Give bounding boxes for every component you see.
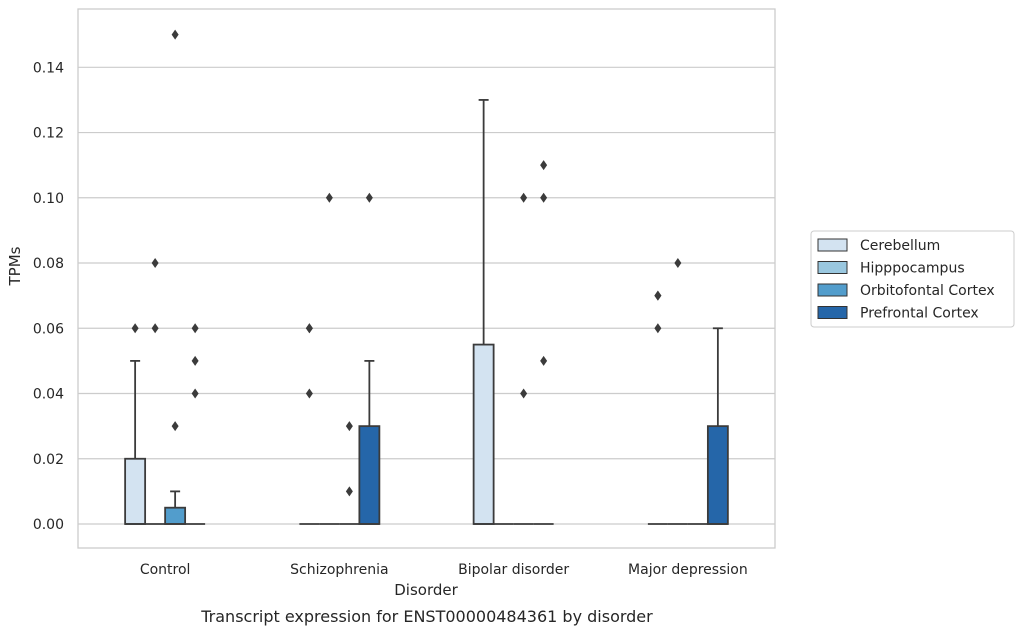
legend-swatch <box>817 238 848 252</box>
box-group <box>299 323 320 525</box>
outlier-point <box>305 323 313 334</box>
box <box>706 425 729 525</box>
box <box>358 425 381 525</box>
outlier-point <box>171 29 179 40</box>
x-tick-label: Control <box>140 562 191 578</box>
legend-label: Orbitofontal Cortex <box>860 283 995 299</box>
legend-swatch <box>817 306 848 319</box>
outlier-point <box>345 486 353 497</box>
box-group <box>706 327 729 525</box>
outlier-point <box>191 388 199 399</box>
plot-frame <box>77 8 776 549</box>
box-group <box>185 323 206 525</box>
y-tick-label: 0.14 <box>33 60 64 76</box>
box-layer <box>124 29 729 525</box>
outlier-point <box>171 421 179 432</box>
legend: Cerebellum Hipppocampus Orbitofontal Corte… <box>810 230 1015 328</box>
box-group <box>358 192 381 525</box>
box-group <box>647 290 668 525</box>
box-group <box>513 192 534 525</box>
outlier-point <box>151 323 159 334</box>
box <box>164 506 187 525</box>
x-axis-label: Disorder <box>394 581 458 599</box>
x-tick-label: Schizophrenia <box>290 562 388 578</box>
legend-label: Hipppocampus <box>860 261 965 277</box>
legend-label: Prefrontal Cortex <box>860 306 979 322</box>
box-group <box>339 421 360 525</box>
outlier-point <box>540 160 548 171</box>
outlier-point <box>345 421 353 432</box>
box-group <box>319 192 340 525</box>
outlier-point <box>191 323 199 334</box>
outlier-point <box>520 192 528 203</box>
gridlines <box>78 66 775 525</box>
y-tick-labels: 0.00 0.02 0.04 0.06 0.08 0.10 0.12 0.14 <box>33 60 64 533</box>
y-tick-label: 0.04 <box>33 387 64 403</box>
x-tick-labels: Control Schizophrenia Bipolar disorder Majo… <box>140 562 748 578</box>
outlier-point <box>305 388 313 399</box>
box-group <box>667 258 688 525</box>
box-group <box>145 258 166 525</box>
legend-swatch <box>817 283 848 297</box>
chart-caption: Transcript expression for ENST0000048436… <box>200 607 653 626</box>
box-group <box>124 323 147 525</box>
box-group <box>472 99 495 525</box>
outlier-point <box>151 258 159 269</box>
legend-swatch <box>817 261 848 274</box>
x-tick-label: Bipolar disorder <box>458 562 569 578</box>
outlier-point <box>654 290 662 301</box>
legend-frame <box>810 230 1015 328</box>
y-tick-label: 0.12 <box>33 126 64 142</box>
y-tick-label: 0.08 <box>33 256 64 272</box>
y-tick-label: 0.00 <box>33 517 64 533</box>
outlier-point <box>674 258 682 269</box>
box <box>472 343 495 525</box>
outlier-point <box>131 323 139 334</box>
x-tick-label: Major depression <box>628 562 748 578</box>
box-group <box>533 160 554 525</box>
y-tick-label: 0.10 <box>33 191 64 207</box>
outlier-point <box>520 388 528 399</box>
legend-label: Cerebellum <box>860 238 940 254</box>
outlier-point <box>654 323 662 334</box>
outlier-point <box>191 355 199 366</box>
box <box>124 457 147 525</box>
outlier-point <box>365 192 373 203</box>
box-group <box>164 29 187 525</box>
outlier-point <box>540 355 548 366</box>
y-axis-label: TPMs <box>6 246 24 286</box>
y-tick-label: 0.02 <box>33 452 64 468</box>
outlier-point <box>540 192 548 203</box>
y-tick-label: 0.06 <box>33 321 64 337</box>
outlier-point <box>325 192 333 203</box>
